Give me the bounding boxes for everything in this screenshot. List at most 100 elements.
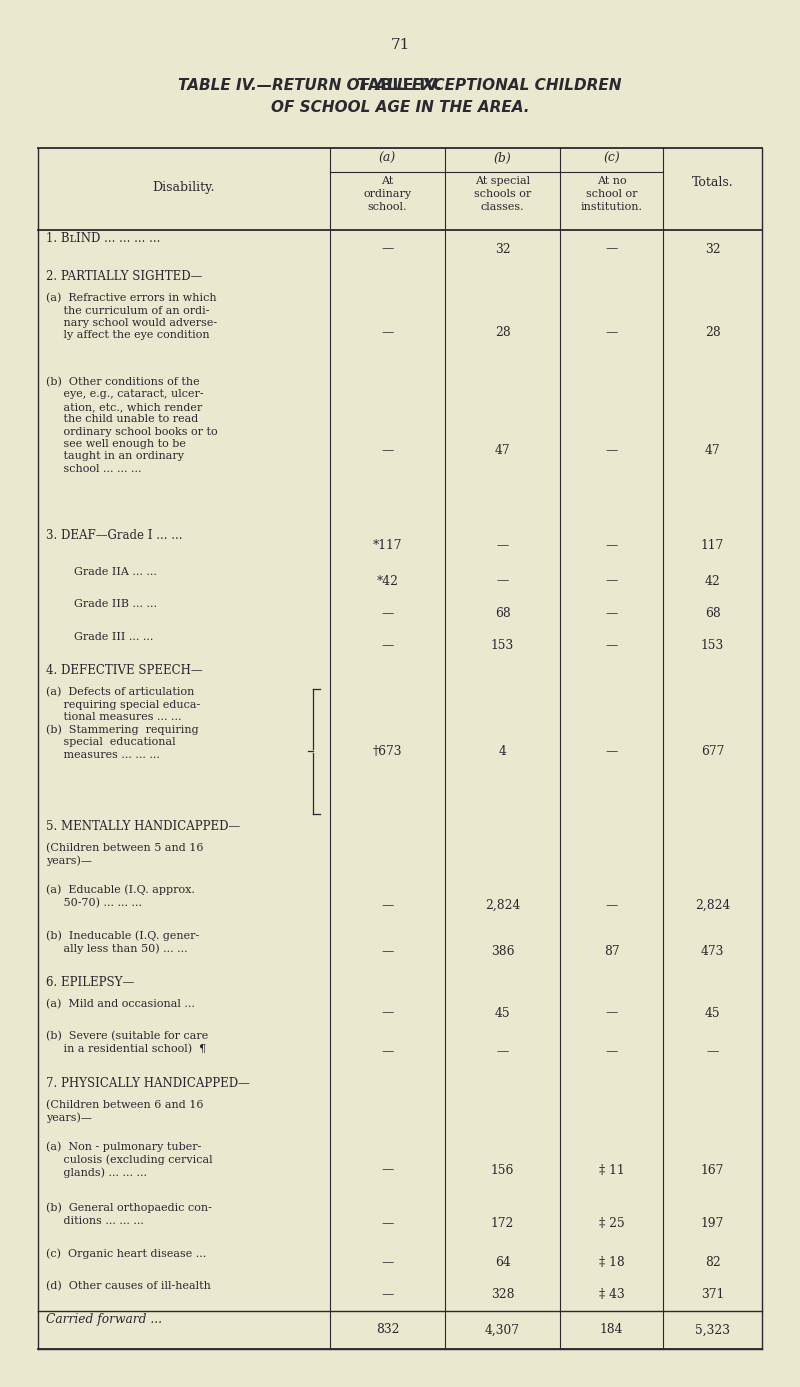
Text: 64: 64 [494,1255,510,1269]
Text: *117: *117 [373,540,402,552]
Text: 47: 47 [705,444,720,458]
Text: (Children between 6 and 16
years)—: (Children between 6 and 16 years)— [46,1100,203,1123]
Text: At no
school or
institution.: At no school or institution. [581,176,642,212]
Text: Carried forward ...: Carried forward ... [46,1313,162,1326]
Text: 153: 153 [491,639,514,652]
Text: 45: 45 [705,1007,720,1019]
Text: (a)  Educable (I.Q. approx.
     50-70) ... ... ...: (a) Educable (I.Q. approx. 50-70) ... ..… [46,885,195,908]
Text: —: — [606,639,618,652]
Text: —: — [496,540,509,552]
Text: 4: 4 [498,745,506,757]
Text: 1. BʟIND ... ... ... ...: 1. BʟIND ... ... ... ... [46,232,160,245]
Text: 172: 172 [491,1216,514,1230]
Text: 386: 386 [490,945,514,958]
Text: —: — [606,326,618,340]
Text: —: — [382,608,394,620]
Text: —: — [496,1046,509,1058]
Text: (b)  General orthopaedic con-
     ditions ... ... ...: (b) General orthopaedic con- ditions ...… [46,1203,212,1226]
Text: (a): (a) [379,153,396,165]
Text: —: — [606,574,618,588]
Text: —: — [382,444,394,458]
Text: ‡ 43: ‡ 43 [598,1289,624,1301]
Text: —: — [382,639,394,652]
Text: —: — [382,1164,394,1176]
Text: 677: 677 [701,745,724,757]
Text: —: — [382,1046,394,1058]
Text: ‡ 11: ‡ 11 [598,1164,624,1176]
Text: At
ordinary
school.: At ordinary school. [363,176,411,212]
Text: 371: 371 [701,1289,724,1301]
Text: (b): (b) [494,153,511,165]
Text: 28: 28 [705,326,720,340]
Text: 2,824: 2,824 [695,899,730,913]
Text: 32: 32 [494,243,510,255]
Text: 5. MENTALLY HANDICAPPED—: 5. MENTALLY HANDICAPPED— [46,820,240,834]
Text: 184: 184 [600,1323,623,1337]
Text: —: — [606,444,618,458]
Text: —: — [606,608,618,620]
Text: —: — [382,945,394,958]
Text: 4. DEFECTIVE SPEECH—: 4. DEFECTIVE SPEECH— [46,664,202,677]
Text: —: — [382,899,394,913]
Text: TABLE IV.—RETURN OF ALL EXCEPTIONAL CHILDREN: TABLE IV.—RETURN OF ALL EXCEPTIONAL CHIL… [178,78,622,93]
Text: Disability.: Disability. [153,180,215,194]
Text: —: — [606,899,618,913]
Text: —: — [382,1007,394,1019]
Text: 117: 117 [701,540,724,552]
Text: 6. EPILEPSY—: 6. EPILEPSY— [46,976,134,989]
Text: 47: 47 [494,444,510,458]
Text: 82: 82 [705,1255,720,1269]
Text: At special
schools or
classes.: At special schools or classes. [474,176,531,212]
Text: (a)  Refractive errors in which
     the curriculum of an ordi-
     nary school: (a) Refractive errors in which the curri… [46,293,217,340]
Text: 156: 156 [491,1164,514,1176]
Text: (Children between 5 and 16
years)—: (Children between 5 and 16 years)— [46,843,203,867]
Text: *42: *42 [377,574,398,588]
Text: —: — [382,1289,394,1301]
Text: Grade IIA ... ...: Grade IIA ... ... [46,567,157,577]
Text: 473: 473 [701,945,724,958]
Text: TABLE IV.: TABLE IV. [358,78,442,93]
Text: (a)  Mild and occasional ...: (a) Mild and occasional ... [46,999,195,1010]
Text: 328: 328 [490,1289,514,1301]
Text: ‡ 18: ‡ 18 [598,1255,624,1269]
Text: Totals.: Totals. [692,176,734,189]
Text: (c)  Organic heart disease ...: (c) Organic heart disease ... [46,1248,206,1259]
Text: —: — [382,243,394,255]
Text: (d)  Other causes of ill-health: (d) Other causes of ill-health [46,1280,211,1291]
Text: —: — [606,243,618,255]
Text: 87: 87 [604,945,619,958]
Text: —: — [606,540,618,552]
Text: 832: 832 [376,1323,399,1337]
Text: 3. DEAF—Grade I ... ...: 3. DEAF—Grade I ... ... [46,528,182,542]
Text: —: — [382,326,394,340]
Text: ‡ 25: ‡ 25 [598,1216,624,1230]
Text: 153: 153 [701,639,724,652]
Text: 32: 32 [705,243,720,255]
Text: Grade IIB ... ...: Grade IIB ... ... [46,599,157,609]
Text: 7. PHYSICALLY HANDICAPPED—: 7. PHYSICALLY HANDICAPPED— [46,1076,250,1090]
Text: Grade III ... ...: Grade III ... ... [46,631,154,642]
Text: —: — [606,1046,618,1058]
Text: —: — [496,574,509,588]
Text: (a)  Defects of articulation
     requiring special educa-
     tional measures : (a) Defects of articulation requiring sp… [46,687,200,760]
Text: 68: 68 [494,608,510,620]
Text: —: — [706,1046,718,1058]
Text: 42: 42 [705,574,720,588]
Text: 28: 28 [494,326,510,340]
Text: OF SCHOOL AGE IN THE AREA.: OF SCHOOL AGE IN THE AREA. [270,100,530,115]
Text: 2. PARTIALLY SIGHTED—: 2. PARTIALLY SIGHTED— [46,270,202,283]
Text: 2,824: 2,824 [485,899,520,913]
Text: 5,323: 5,323 [695,1323,730,1337]
Text: —: — [382,1255,394,1269]
Text: 71: 71 [390,37,410,51]
Text: (b)  Other conditions of the
     eye, e.g., cataract, ulcer-
     ation, etc., : (b) Other conditions of the eye, e.g., c… [46,377,218,474]
Text: —: — [606,745,618,757]
Text: 167: 167 [701,1164,724,1176]
Text: 197: 197 [701,1216,724,1230]
Text: (b)  Ineducable (I.Q. gener-
     ally less than 50) ... ...: (b) Ineducable (I.Q. gener- ally less th… [46,931,199,954]
Text: (b)  Severe (suitable for care
     in a residential school)  ¶: (b) Severe (suitable for care in a resid… [46,1032,208,1054]
Text: 45: 45 [494,1007,510,1019]
Text: (c): (c) [603,153,620,165]
Text: (a)  Non - pulmonary tuber-
     culosis (excluding cervical
     glands) ... ..: (a) Non - pulmonary tuber- culosis (excl… [46,1142,213,1179]
Text: 4,307: 4,307 [485,1323,520,1337]
